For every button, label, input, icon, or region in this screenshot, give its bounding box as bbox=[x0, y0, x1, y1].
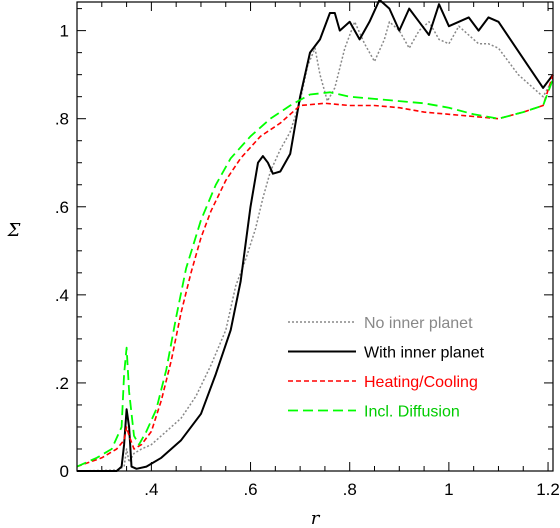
legend: No inner planet With inner planet Heating/… bbox=[288, 315, 485, 421]
tick-labels: .4 .6 .8 1 1.2 0 .2 .4 .6 .8 1 bbox=[55, 22, 560, 499]
legend-label-3: Heating/Cooling bbox=[364, 374, 478, 391]
legend-label-1: No inner planet bbox=[364, 315, 473, 332]
y-tick-label: 1 bbox=[60, 22, 69, 41]
x-tick-label: .8 bbox=[343, 480, 357, 499]
x-tick-label: 1.2 bbox=[536, 480, 560, 499]
y-tick-label: .8 bbox=[55, 110, 69, 129]
plot-frame bbox=[76, 1, 554, 472]
y-axis-label: Σ bbox=[7, 220, 21, 241]
series-line-4 bbox=[76, 78, 554, 468]
legend-label-4: Incl. Diffusion bbox=[364, 404, 460, 421]
x-tick-label: .4 bbox=[144, 480, 158, 499]
series-lines bbox=[76, 0, 554, 472]
series-line-1 bbox=[76, 21, 554, 472]
x-tick-label: .6 bbox=[243, 480, 257, 499]
y-tick-label: .2 bbox=[55, 374, 69, 393]
x-tick-label: 1 bbox=[444, 480, 453, 499]
series-line-3 bbox=[76, 74, 554, 468]
y-tick-label: .4 bbox=[55, 286, 69, 305]
x-axis-label: r bbox=[311, 508, 321, 528]
y-tick-label: 0 bbox=[60, 462, 69, 481]
axis-ticks bbox=[76, 2, 553, 472]
legend-label-2: With inner planet bbox=[364, 345, 485, 362]
series-line-2 bbox=[77, 0, 554, 472]
y-tick-label: .6 bbox=[55, 198, 69, 217]
